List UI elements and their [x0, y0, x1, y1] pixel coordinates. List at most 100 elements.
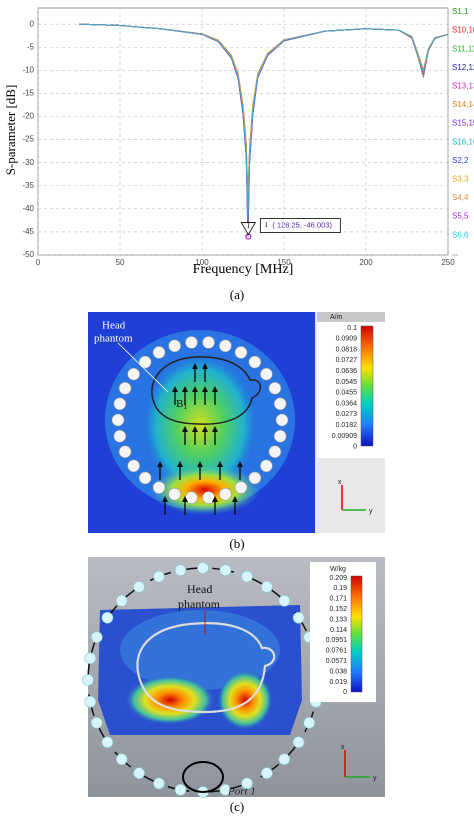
coil-element — [111, 413, 125, 427]
colorbar-label: 0.0636 — [336, 368, 358, 375]
coil-element — [101, 736, 114, 749]
field-subscript: 1 — [183, 402, 187, 411]
phantom-label: Head — [102, 320, 126, 332]
field-map-b: Head phantom B1 A/m x y (b) 0.1 0.0909 0.0… — [88, 312, 385, 551]
sar-map-c: Head phantom Port 1 W/kg x y (c) 0.209 0.… — [82, 557, 385, 814]
field-arrow-head — [162, 496, 168, 502]
coil-element — [234, 481, 248, 494]
field-arrow-head — [177, 461, 183, 467]
axis-label: x — [338, 479, 342, 486]
y-tick-label: -45 — [22, 227, 34, 236]
coil-element — [248, 355, 262, 369]
field-arrow-head — [182, 386, 188, 392]
colorbar-label: 0.038 — [329, 668, 347, 675]
axis-label: y — [369, 508, 373, 515]
colorbar-label: 0 — [343, 689, 347, 696]
coil-element — [90, 631, 103, 643]
colorbar-label: 0.0364 — [336, 400, 358, 407]
caption: (a) — [230, 287, 244, 302]
coil-element — [82, 674, 94, 686]
field-symbol-main: B — [176, 398, 183, 410]
legend-entry: S3,3 — [452, 175, 469, 184]
field-arrow-head — [212, 426, 218, 432]
coil-element — [275, 413, 289, 427]
coil-element — [113, 429, 127, 443]
coil-element — [84, 652, 97, 664]
coil-element — [118, 381, 132, 395]
y-tick-label: -30 — [22, 158, 34, 167]
field-hotspot — [150, 465, 260, 515]
coil-element — [219, 487, 232, 501]
field-arrow-head — [212, 496, 218, 502]
colorbar — [350, 575, 363, 693]
legend-entry: S16,16 — [452, 137, 474, 146]
y-tick-label: -40 — [22, 204, 34, 213]
axis-label: y — [373, 775, 377, 782]
y-tick-label: -5 — [27, 42, 35, 51]
field-hotspot — [140, 350, 260, 500]
colorbar-label: 0.0761 — [326, 648, 348, 655]
x-tick-label: 200 — [359, 258, 373, 267]
colorbar-label: 0.0455 — [336, 390, 358, 397]
colorbar-label: 0.0273 — [336, 411, 358, 418]
phantom-label: phantom — [178, 597, 221, 611]
sar-hotspot — [125, 675, 215, 725]
coil-element — [303, 717, 316, 729]
x-tick-label: 0 — [36, 258, 41, 267]
coil-element — [261, 581, 273, 593]
series-line — [78, 23, 449, 221]
colorbar-label: 0.0951 — [326, 637, 348, 644]
x-tick-label: 250 — [441, 258, 455, 267]
x-tick-label: 50 — [116, 258, 125, 267]
coil-element — [115, 595, 128, 607]
colorbar — [360, 325, 374, 447]
coil-element — [153, 777, 165, 790]
coil-element — [133, 581, 145, 593]
coil-element — [174, 784, 187, 796]
legend-entry: S2,2 — [452, 156, 469, 165]
field-arrow-head — [182, 496, 188, 502]
coil-element — [174, 564, 187, 576]
coil-element — [260, 459, 273, 473]
coil-element — [168, 487, 181, 501]
legend-entry: S5,5 — [452, 212, 469, 221]
colorbar-label: 0.0909 — [336, 336, 358, 343]
field-arrow-head — [202, 426, 208, 432]
field-arrow-head — [212, 386, 218, 392]
coil-element — [292, 611, 305, 624]
coil-element — [115, 753, 128, 765]
coil-element — [152, 481, 166, 494]
annotation-box — [259, 218, 341, 233]
colorbar-header — [317, 312, 385, 322]
y-tick-label: -20 — [22, 112, 34, 121]
coil-element — [278, 753, 291, 765]
colorbar-label: 0.152 — [329, 606, 347, 613]
coil-element — [138, 471, 152, 485]
coil-element — [273, 429, 287, 443]
colorbar-unit: W/kg — [330, 566, 346, 573]
field-arrow-head — [172, 386, 178, 392]
field-symbol: B1 — [176, 398, 187, 411]
colorbar-label: 0.0182 — [336, 422, 358, 429]
axis-label: x — [341, 744, 345, 751]
field-arrow-head — [192, 426, 198, 432]
legend-entry: S15,15 — [452, 119, 474, 128]
field-arrow-head — [192, 386, 198, 392]
port-highlight — [182, 761, 224, 793]
sar-glow — [120, 610, 280, 690]
colorbar-label: 0.209 — [329, 575, 347, 582]
field-arrow-head — [237, 461, 243, 467]
y-tick-label: 0 — [30, 19, 35, 28]
coil-element — [84, 696, 97, 708]
coil-element — [261, 767, 273, 779]
legend-more: ... — [452, 249, 458, 258]
port-label: Port 1 — [227, 786, 256, 798]
coil-element — [152, 346, 166, 359]
annotation-marker — [240, 222, 257, 236]
legend-entry: S4,4 — [452, 193, 469, 202]
caption: (c) — [230, 799, 244, 814]
colorbar-label: 0 — [353, 444, 357, 451]
phantom-label: phantom — [94, 333, 133, 345]
